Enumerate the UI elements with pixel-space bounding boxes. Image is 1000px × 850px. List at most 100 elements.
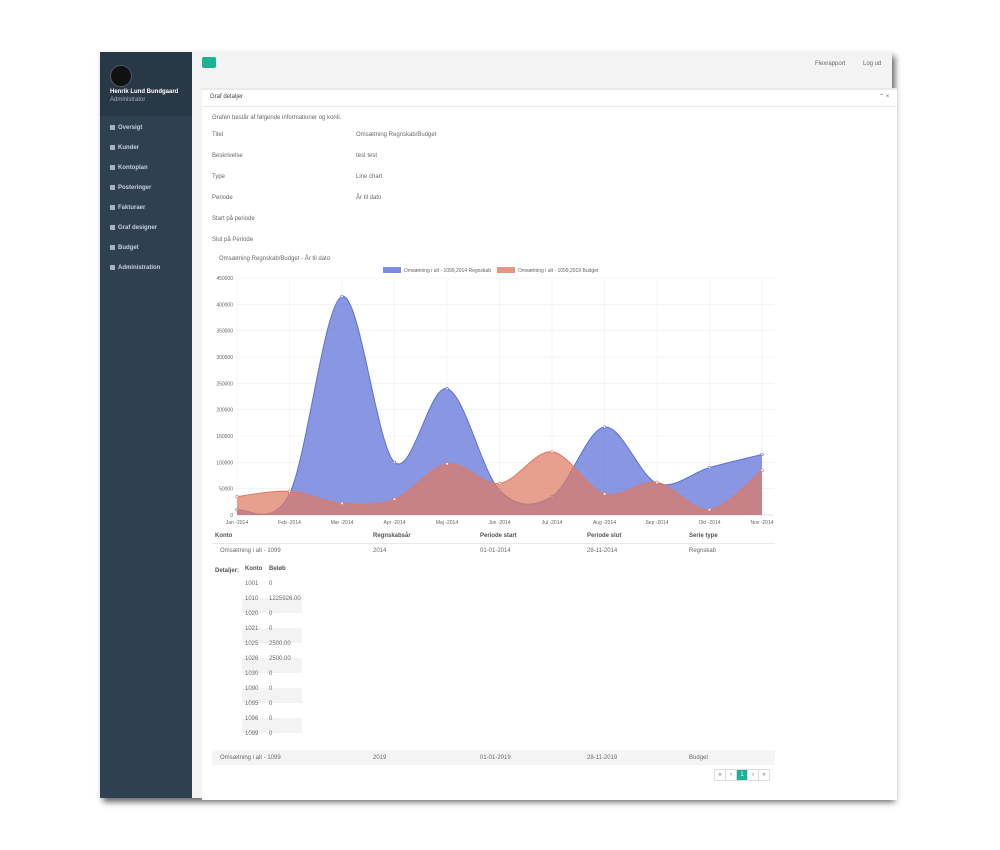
user-name: Henrik Lund Bundgaard xyxy=(110,89,179,95)
cell: Omsætning i alt - 1099 xyxy=(220,755,281,761)
cell: 28-11-2014 xyxy=(587,548,618,554)
cell: 28-11-2019 xyxy=(587,755,618,761)
point xyxy=(445,386,449,391)
x-tick-label: Jan -2014 xyxy=(226,520,248,526)
x-tick-label: Sep -2014 xyxy=(645,520,668,526)
y-tick-label: 200000 xyxy=(216,408,233,414)
details-cell: 0 xyxy=(269,686,273,692)
point xyxy=(445,462,449,466)
x-tick-label: Apr -2014 xyxy=(384,520,406,526)
field-label: Titel xyxy=(212,132,224,138)
menu-icon xyxy=(110,185,115,190)
point xyxy=(707,466,712,470)
x-tick-label: Okt -2014 xyxy=(699,520,721,526)
point xyxy=(707,508,712,512)
top-link[interactable]: Flexrapport xyxy=(815,61,846,67)
point xyxy=(340,501,344,506)
column-header[interactable]: Periode start xyxy=(480,533,517,539)
y-tick-label: 400000 xyxy=(216,302,233,308)
y-tick-label: 150000 xyxy=(216,434,233,440)
panel-tools[interactable]: ⌃ × xyxy=(879,94,890,100)
x-tick-label: Mar -2014 xyxy=(331,520,354,526)
x-tick-label: Aug -2014 xyxy=(593,520,616,526)
cell: 2014 xyxy=(373,548,387,554)
details-cell: 0 xyxy=(269,581,273,587)
field-value: År til dato xyxy=(356,195,382,201)
x-tick-label: Jun -2014 xyxy=(488,520,510,526)
user-role: Administrator xyxy=(110,97,146,103)
menu-item[interactable]: Kontoplan xyxy=(118,165,148,171)
menu-icon xyxy=(110,245,115,250)
y-tick-label: 0 xyxy=(230,513,233,519)
details-row-bg xyxy=(242,718,302,733)
legend-label: Omsætning i alt - 1099,2019 Budget xyxy=(518,268,599,274)
cell: Regnskab xyxy=(689,548,717,554)
details-cell: 1010 xyxy=(245,596,259,602)
details-cell: 1099 xyxy=(245,731,259,737)
menu-item[interactable]: Fakturaer xyxy=(118,205,146,211)
page-button[interactable]: » xyxy=(758,769,770,781)
details-cell: 1090 xyxy=(245,686,259,692)
point xyxy=(655,480,659,484)
details-cell: 0 xyxy=(269,611,273,617)
details-cell: 1020 xyxy=(245,611,259,617)
panel-title: Graf detaljer xyxy=(210,94,244,100)
menu-icon xyxy=(110,165,115,170)
menu-icon xyxy=(110,125,115,130)
cell: Omsætning i alt - 1099 xyxy=(220,548,281,554)
details-cell: 1001 xyxy=(245,581,259,587)
details-cell: 1095 xyxy=(245,701,259,707)
x-tick-label: Jul -2014 xyxy=(542,520,563,526)
point xyxy=(602,492,607,496)
details-header: Beløb xyxy=(269,566,286,572)
legend-label: Omsætning i alt - 1099,2014 Regnskab xyxy=(404,268,491,274)
field-value: Line chart xyxy=(356,174,383,180)
field-value: Omsætning Regnskab/Budget xyxy=(356,132,437,138)
menu-item[interactable]: Kunder xyxy=(118,145,139,151)
point xyxy=(392,460,397,464)
menu-icon xyxy=(110,145,115,150)
cell: Budget xyxy=(689,755,709,761)
cell: 2019 xyxy=(373,755,387,761)
details-row-bg xyxy=(242,628,302,643)
chart-title: Omsætning Regnskab/Budget - År til dato xyxy=(219,256,331,262)
top-link[interactable]: Log ud xyxy=(863,61,882,67)
details-cell: 0 xyxy=(269,716,273,722)
series-area xyxy=(237,296,762,515)
menu-item[interactable]: Oversigt xyxy=(118,125,143,131)
menu-button[interactable] xyxy=(202,57,216,68)
legend-swatch xyxy=(497,267,515,273)
column-header[interactable]: Regnskabsår xyxy=(373,533,411,539)
details-cell: 1026 xyxy=(245,656,259,662)
field-value: test test xyxy=(356,153,378,159)
legend-swatch xyxy=(383,267,401,273)
details-cell: 0 xyxy=(269,626,273,632)
field-label: Start på periode xyxy=(212,216,255,222)
field-label: Type xyxy=(212,174,226,180)
details-cell: 1025 xyxy=(245,641,259,647)
panel-intro: Grafen består af følgende informationer … xyxy=(212,115,342,121)
menu-item[interactable]: Posteringer xyxy=(118,185,152,191)
column-header[interactable]: Periode slut xyxy=(587,533,622,539)
point xyxy=(287,489,292,493)
field-label: Slut på Periode xyxy=(212,237,254,243)
cell: 01-01-2019 xyxy=(480,755,511,761)
point xyxy=(760,452,764,457)
column-header[interactable]: Serie type xyxy=(689,533,718,539)
chart: 0 50000 100000 150000 200000 250000 300000 3500… xyxy=(216,267,774,526)
menu-item[interactable]: Graf designer xyxy=(118,225,158,231)
menu-item[interactable]: Budget xyxy=(118,245,139,251)
menu-item[interactable]: Administration xyxy=(118,265,161,271)
x-tick-label: Nov -2014 xyxy=(750,520,773,526)
row-bg xyxy=(212,750,775,765)
menu-icon xyxy=(110,265,115,270)
sidebar xyxy=(100,52,192,798)
field-label: Beskrivelse xyxy=(212,153,243,159)
avatar xyxy=(110,65,132,87)
y-tick-label: 300000 xyxy=(216,355,233,361)
details-cell: 1225926.00 xyxy=(269,596,301,602)
table-header-line xyxy=(212,543,775,544)
column-header[interactable]: Konto xyxy=(215,533,233,539)
details-cell: 1021 xyxy=(245,626,259,632)
